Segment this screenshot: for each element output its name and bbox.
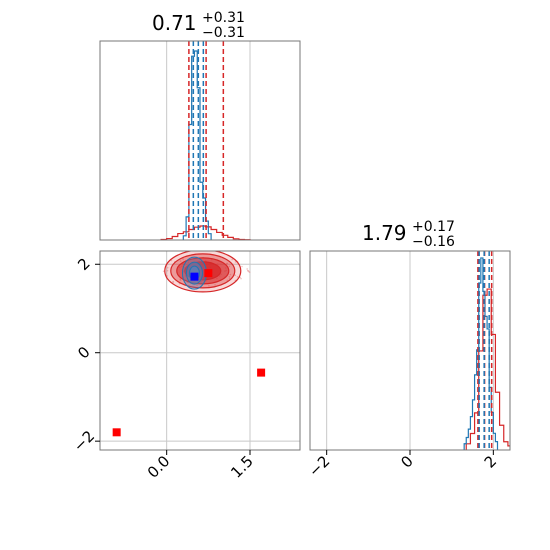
top-left-title-lower: −0.31 <box>202 25 245 41</box>
panel-bottom-right: −2 0 2 1.79 +0.17 −0.16 <box>305 219 511 480</box>
bottom-left-sample-point <box>246 268 248 270</box>
bottom-left-sample-point <box>208 285 210 287</box>
bottom-left-sample-point <box>234 274 237 277</box>
top-left-title-value: 0.71 <box>152 11 197 35</box>
bottom-left-sample-point <box>236 276 239 278</box>
bottom-left-density <box>112 251 266 437</box>
bottom-left-ticks: 0.0 1.5 −2 0 2 <box>70 255 257 482</box>
bottom-left-red-marker <box>257 368 266 377</box>
bottom-left-ytick-label: −2 <box>70 427 98 455</box>
bottom-right-title-upper: +0.17 <box>412 219 455 235</box>
bottom-right-xtick-label: −2 <box>305 452 333 480</box>
top-left-title-upper: +0.31 <box>202 10 245 26</box>
bottom-right-red-histogram <box>465 288 510 450</box>
bottom-right-title-lower: −0.16 <box>412 234 455 250</box>
bottom-right-xtick-label: 2 <box>481 452 500 471</box>
bottom-left-sample-point <box>228 275 231 278</box>
bottom-right-ticks: −2 0 2 <box>305 450 500 480</box>
bottom-left-red-marker <box>112 428 121 437</box>
panel-top-left: 0.71 +0.31 −0.31 <box>99 10 301 241</box>
bottom-right-grid <box>326 251 494 450</box>
bottom-left-xtick-label: 0.0 <box>144 452 174 482</box>
bottom-right-xtick-label: 0 <box>397 452 416 471</box>
bottom-left-sample-point <box>228 265 231 268</box>
bottom-left-sample-point <box>248 270 250 273</box>
top-left-grid <box>166 41 251 240</box>
bottom-left-red-marker <box>204 269 213 278</box>
bottom-left-sample-point <box>214 284 216 286</box>
bottom-left-ytick-label: 2 <box>74 255 93 274</box>
bottom-left-sample-point <box>226 279 229 282</box>
bottom-right-title-value: 1.79 <box>362 221 407 245</box>
bottom-left-sample-point <box>247 270 249 272</box>
bottom-left-sample-point <box>226 262 228 264</box>
top-left-blue-histogram <box>182 50 212 240</box>
bottom-left-sample-point <box>231 258 233 261</box>
bottom-left-xtick-label: 1.5 <box>227 452 257 482</box>
bottom-left-sample-point <box>241 265 243 268</box>
bottom-left-sample-point <box>172 280 174 283</box>
bottom-left-sample-point <box>226 262 228 265</box>
bottom-left-sample-point <box>247 269 249 272</box>
bottom-left-ytick-label: 0 <box>74 343 93 362</box>
bottom-left-sample-point <box>179 279 182 281</box>
top-left-histograms <box>160 41 251 240</box>
bottom-left-sample-point <box>166 266 169 269</box>
bottom-right-histograms <box>463 251 510 450</box>
bottom-left-sample-point <box>228 277 231 280</box>
bottom-left-sample-point <box>162 270 165 273</box>
top-left-frame <box>99 40 301 241</box>
bottom-left-sample-point <box>234 261 237 263</box>
bottom-left-sample-point <box>240 277 242 280</box>
bottom-left-frame <box>99 250 301 451</box>
bottom-left-sample-point <box>248 271 251 274</box>
bottom-left-sample-point <box>196 284 198 287</box>
bottom-left-blue-marker <box>190 272 199 281</box>
bottom-left-sample-point <box>229 273 232 276</box>
bottom-right-blue-histogram <box>463 257 499 450</box>
bottom-left-sample-point <box>179 260 182 262</box>
bottom-left-sample-point <box>166 269 169 272</box>
bottom-left-sample-point <box>179 278 182 281</box>
bottom-left-sample-point <box>172 281 175 283</box>
panel-bottom-left: 0.0 1.5 −2 0 2 <box>70 250 301 482</box>
bottom-left-sample-point <box>166 275 168 277</box>
bottom-left-sample-point <box>182 258 185 260</box>
